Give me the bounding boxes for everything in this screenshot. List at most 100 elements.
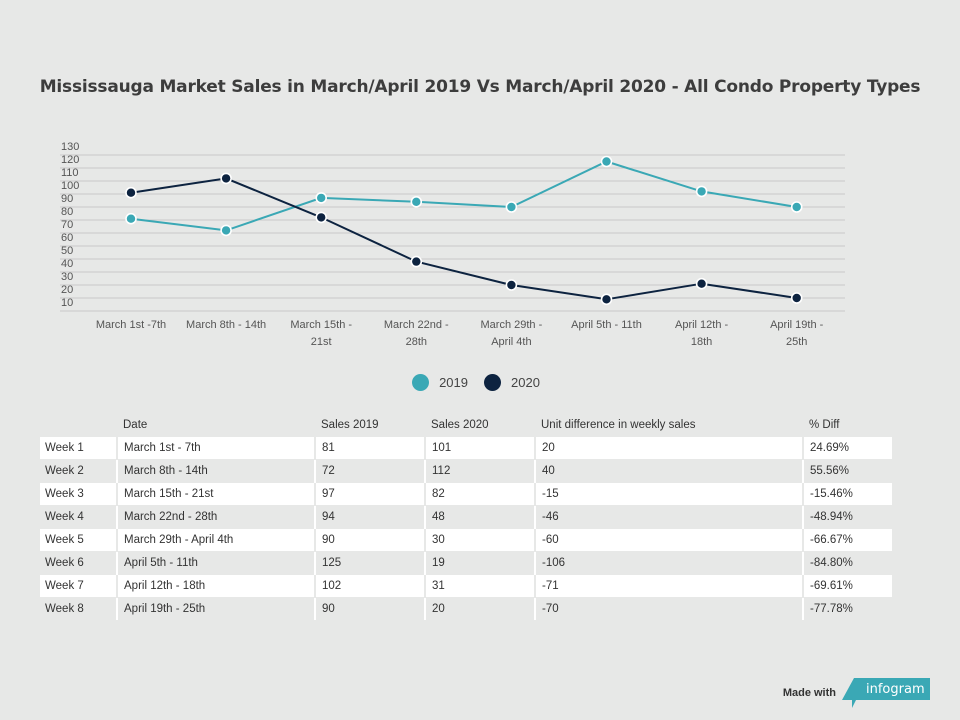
table-cell: March 8th - 14th <box>116 459 315 483</box>
y-tick-label: 30 <box>61 271 73 283</box>
data-point-2019[interactable] <box>600 155 613 168</box>
infogram-logo-shape-icon <box>842 678 930 708</box>
data-point-2020[interactable] <box>410 255 423 268</box>
data-point-2019[interactable] <box>220 224 232 237</box>
data-point-2020[interactable] <box>125 186 137 199</box>
series-line-2019 <box>130 160 797 232</box>
legend-dot-2019-icon <box>412 374 430 391</box>
table-cell: 31 <box>424 574 535 598</box>
table-cell: April 5th - 11th <box>116 551 315 575</box>
y-tick-label: 70 <box>61 219 73 231</box>
infogram-brand: infogram <box>866 682 925 697</box>
data-point-2019[interactable] <box>790 201 803 213</box>
table-cell: 97 <box>314 482 425 506</box>
table-cell: Week 6 <box>40 551 117 575</box>
legend-label: 2019 <box>439 375 468 390</box>
table-row: Week 7 April 12th - 18th 102 31 -71 -69.61% <box>40 574 892 598</box>
x-tick-label: March 29th -April 4th <box>481 319 543 348</box>
table-header: % Diff <box>803 414 892 437</box>
data-point-2019[interactable] <box>315 192 328 204</box>
table-cell: 48 <box>424 505 535 529</box>
table-header: Unit difference in weekly sales <box>535 414 803 437</box>
table-cell: Week 1 <box>40 436 117 460</box>
table-cell: 90 <box>314 528 425 552</box>
table-cell: 24.69% <box>802 436 892 460</box>
table-cell: 20 <box>534 436 803 460</box>
table-cell: 101 <box>424 436 535 460</box>
table-header: Sales 2020 <box>425 414 535 437</box>
x-tick-label: April 12th -18th <box>675 319 729 348</box>
table-header <box>40 414 117 437</box>
legend-item-2020[interactable]: 2020 <box>484 374 540 391</box>
table-cell: 30 <box>424 528 535 552</box>
x-tick-label: March 8th - 14th <box>186 319 266 331</box>
x-tick-label: April 5th - 11th <box>571 319 642 331</box>
table-cell: March 1st - 7th <box>116 436 315 460</box>
y-tick-label: 100 <box>61 180 79 192</box>
data-point-2020[interactable] <box>790 292 803 304</box>
y-tick-label: 110 <box>61 167 79 179</box>
table-cell: 40 <box>534 459 803 483</box>
table-cell: 112 <box>424 459 535 483</box>
legend-item-2019[interactable]: 2019 <box>412 374 468 391</box>
table-cell: 81 <box>314 436 425 460</box>
table-cell: March 15th - 21st <box>116 482 315 506</box>
table-cell: -69.61% <box>802 574 892 598</box>
x-tick-label: March 15th -21st <box>290 319 352 348</box>
table-cell: 20 <box>424 597 535 620</box>
chart-title: Mississauga Market Sales in March/April … <box>39 77 921 97</box>
x-tick-label: March 1st -7th <box>96 319 166 331</box>
table-row: Week 2 March 8th - 14th 72 112 40 55.56% <box>40 459 892 483</box>
table-cell: 19 <box>424 551 535 575</box>
table-row: Week 6 April 5th - 11th 125 19 -106 -84.80% <box>40 551 892 575</box>
made-with-label: Made with <box>782 687 836 699</box>
table-header: Date <box>117 414 315 437</box>
table-row: Week 4 March 22nd - 28th 94 48 -46 -48.94% <box>40 505 892 529</box>
table-cell: March 22nd - 28th <box>116 505 315 529</box>
legend: 2019 2020 <box>0 374 960 391</box>
x-axis-ticks: March 1st -7th March 8th - 14th March 15th… <box>96 319 824 348</box>
footer: Made with infogram <box>783 678 930 708</box>
y-tick-label: 60 <box>61 232 73 244</box>
data-point-2020[interactable] <box>505 279 518 291</box>
table-cell: -15.46% <box>802 482 892 506</box>
table-cell: -15 <box>534 482 803 506</box>
x-tick-label: March 22nd -28th <box>384 319 449 348</box>
table-cell: 125 <box>314 551 425 575</box>
data-point-2020[interactable] <box>695 277 708 290</box>
table-row: Week 1 March 1st - 7th 81 101 20 24.69% <box>40 436 892 460</box>
infogram-logo[interactable]: infogram <box>842 678 930 708</box>
y-tick-label: 20 <box>61 284 73 296</box>
table-cell: March 29th - April 4th <box>116 528 315 552</box>
table-header: Sales 2019 <box>315 414 425 437</box>
table-cell: 94 <box>314 505 425 529</box>
data-point-2020[interactable] <box>315 211 328 224</box>
data-point-2019[interactable] <box>125 212 137 225</box>
y-tick-label: 10 <box>61 297 73 309</box>
data-point-2020[interactable] <box>600 293 613 306</box>
table-row: Week 3 March 15th - 21st 97 82 -15 -15.46% <box>40 482 892 506</box>
data-point-2020[interactable] <box>220 172 232 185</box>
sales-table: Date Sales 2019 Sales 2020 Unit differen… <box>40 414 892 620</box>
data-point-2019[interactable] <box>505 201 518 213</box>
table-cell: 72 <box>314 459 425 483</box>
table-cell: -71 <box>534 574 803 598</box>
table-cell: Week 5 <box>40 528 117 552</box>
table-cell: Week 2 <box>40 459 117 483</box>
legend-dot-2020-icon <box>484 374 501 391</box>
table-cell: -77.78% <box>802 597 892 620</box>
table-cell: -60 <box>534 528 803 552</box>
table-cell: 55.56% <box>802 459 892 483</box>
x-tick-label: April 19th -25th <box>770 319 824 348</box>
table-cell: -106 <box>534 551 803 575</box>
data-point-2019[interactable] <box>695 185 708 198</box>
table-cell: April 12th - 18th <box>116 574 315 598</box>
y-tick-label: 80 <box>61 206 73 218</box>
y-tick-label: 40 <box>61 258 73 270</box>
data-point-2019[interactable] <box>410 196 423 208</box>
series-points <box>125 155 803 306</box>
table-cell: Week 8 <box>40 597 117 620</box>
table-cell: -84.80% <box>802 551 892 575</box>
table-cell: Week 7 <box>40 574 117 598</box>
